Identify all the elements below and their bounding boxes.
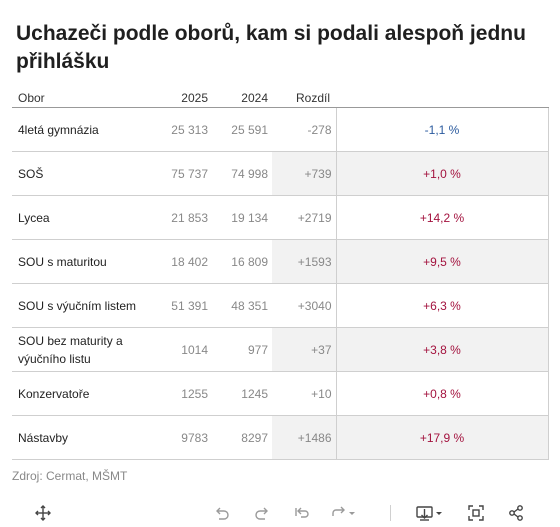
row-value-2025: 18 402: [148, 239, 212, 284]
row-diff: +10: [272, 371, 336, 416]
column-header-name: Obor: [12, 87, 148, 108]
column-header-2024: 2024: [212, 87, 272, 108]
row-pct-change: +17,9 %: [335, 415, 549, 460]
forward-icon[interactable]: [330, 503, 358, 523]
row-diff: +37: [272, 327, 336, 372]
row-name: SOŠ: [12, 151, 148, 196]
row-value-2025: 21 853: [148, 195, 212, 240]
row-value-2025: 1255: [148, 371, 212, 416]
table-row: SOU s výučním listem 51 391 48 351 +3040 +6,…: [12, 283, 549, 328]
row-value-2025: 9783: [148, 415, 212, 460]
row-pct-change: +1,0 %: [335, 151, 549, 196]
row-pct-change: +6,3 %: [335, 283, 549, 328]
row-value-2024: 16 809: [212, 239, 272, 284]
row-value-2024: 48 351: [212, 283, 272, 328]
row-value-2025: 51 391: [148, 283, 212, 328]
row-name: Nástavby: [12, 415, 148, 460]
row-value-2025: 75 737: [148, 151, 212, 196]
table-row: SOU bez maturity a výučního listu 1014 977…: [12, 327, 549, 372]
table-row: Nástavby 9783 8297 +1486 +17,9 %: [12, 415, 549, 460]
row-value-2024: 977: [212, 327, 272, 372]
row-pct-change: +3,8 %: [335, 327, 549, 372]
data-table: Obor 2025 2024 Rozdíl 4letá gymnázia 25 3…: [12, 87, 549, 460]
share-icon[interactable]: [506, 503, 526, 523]
row-value-2024: 25 591: [212, 107, 272, 152]
row-name: SOU bez maturity a výučního listu: [12, 327, 148, 372]
download-icon[interactable]: [414, 503, 444, 523]
row-pct-change: -1,1 %: [335, 107, 549, 152]
row-name: 4letá gymnázia: [12, 107, 148, 152]
toolbar-divider: [390, 505, 391, 521]
redo-icon[interactable]: [252, 503, 272, 523]
row-value-2024: 8297: [212, 415, 272, 460]
row-name: Lycea: [12, 195, 148, 240]
row-value-2024: 74 998: [212, 151, 272, 196]
row-pct-change: +0,8 %: [335, 371, 549, 416]
table-row: SOŠ 75 737 74 998 +739 +1,0 %: [12, 151, 549, 196]
row-name: SOU s maturitou: [12, 239, 148, 284]
fullscreen-icon[interactable]: [466, 503, 486, 523]
row-pct-change: +14,2 %: [335, 195, 549, 240]
table-row: Lycea 21 853 19 134 +2719 +14,2 %: [12, 195, 549, 240]
page-title: Uchazeči podle oborů, kam si podali ales…: [16, 22, 526, 73]
revert-icon[interactable]: [292, 503, 312, 523]
toolbar: [0, 499, 560, 527]
row-name: Konzervatoře: [12, 371, 148, 416]
table-row: SOU s maturitou 18 402 16 809 +1593 +9,5 %: [12, 239, 549, 284]
row-diff: -278: [272, 107, 336, 152]
column-header-2025: 2025: [148, 87, 212, 108]
undo-icon[interactable]: [212, 503, 232, 523]
table-row: Konzervatoře 1255 1245 +10 +0,8 %: [12, 371, 549, 416]
table-row: 4letá gymnázia 25 313 25 591 -278 -1,1 %: [12, 107, 549, 152]
row-value-2024: 19 134: [212, 195, 272, 240]
row-diff: +1593: [272, 239, 336, 284]
move-icon[interactable]: [33, 503, 53, 523]
column-header-diff: Rozdíl: [272, 87, 336, 108]
row-value-2025: 1014: [148, 327, 212, 372]
column-header-pct: [336, 87, 548, 108]
row-value-2025: 25 313: [148, 107, 212, 152]
row-diff: +739: [272, 151, 336, 196]
row-pct-change: +9,5 %: [335, 239, 549, 284]
row-value-2024: 1245: [212, 371, 272, 416]
row-diff: +3040: [272, 283, 336, 328]
source-note: Zdroj: Cermat, MŠMT: [12, 469, 128, 483]
row-diff: +2719: [272, 195, 336, 240]
row-name: SOU s výučním listem: [12, 283, 148, 328]
row-diff: +1486: [272, 415, 336, 460]
table-header-row: Obor 2025 2024 Rozdíl: [12, 87, 548, 108]
